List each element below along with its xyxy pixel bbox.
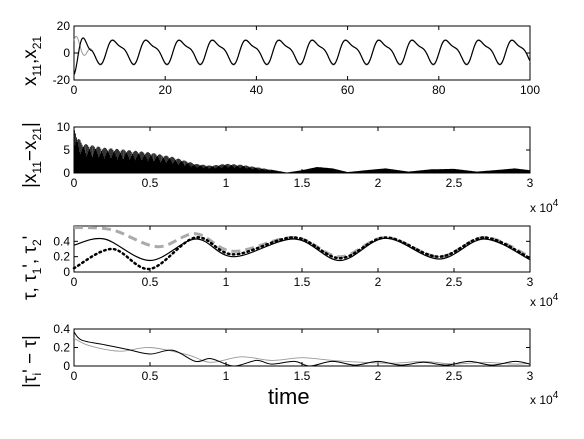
y-tick-label: 0.4 bbox=[53, 234, 70, 248]
x-tick-label: 0.5 bbox=[142, 176, 159, 190]
x-tick-label: 2 bbox=[375, 369, 382, 383]
x-tick-label: 80 bbox=[432, 83, 446, 97]
panel-3-x-multiplier: x 104 bbox=[530, 292, 559, 309]
series-abs-difference bbox=[73, 130, 531, 173]
panel-2-ylabel: |x11−x21| bbox=[20, 122, 44, 188]
x-tick-label: 1.5 bbox=[294, 275, 311, 289]
x-tick-label: 1.5 bbox=[294, 176, 311, 190]
series-tau2-dotted bbox=[72, 236, 532, 271]
x-tick-label: 0.5 bbox=[142, 369, 159, 383]
series-error-2 bbox=[73, 337, 531, 365]
x-tick-label: 3 bbox=[527, 176, 534, 190]
panel-tau-error: 0 0.5 1 1.5 2 2.5 300.20.4 |τi' − τ| time x 10… bbox=[20, 322, 559, 409]
x-tick-label: 0 bbox=[71, 275, 78, 289]
x-tick-label: 3 bbox=[527, 369, 534, 383]
x-axis-label-time: time bbox=[268, 384, 310, 409]
panel-3-ylabel: τ, τ1', τ2' bbox=[20, 236, 44, 300]
x-tick-label: 60 bbox=[341, 83, 355, 97]
y-tick-label: 10 bbox=[57, 120, 71, 134]
x-tick-label: 3 bbox=[527, 275, 534, 289]
series-x11-line bbox=[73, 37, 531, 75]
y-tick-label: 0 bbox=[63, 46, 70, 60]
x-tick-label: 2.5 bbox=[446, 176, 463, 190]
y-tick-label: 0 bbox=[63, 166, 70, 180]
x-tick-label: 1 bbox=[223, 369, 230, 383]
y-tick-label: 0 bbox=[63, 265, 70, 279]
x-tick-label: 40 bbox=[250, 83, 264, 97]
x-tick-label: 0.5 bbox=[142, 275, 159, 289]
panel-tau-estimates: 0 0.5 1 1.5 2 2.5 3 00.2 0.4 τ, τ1', τ2' x 104 bbox=[20, 225, 559, 309]
y-tick-label: 5 bbox=[63, 143, 70, 157]
y-tick-label: -20 bbox=[53, 73, 71, 87]
series-tau1-dashed bbox=[73, 226, 531, 259]
panel-2-x-multiplier: x 104 bbox=[530, 198, 559, 215]
panel-4-x-multiplier: x 104 bbox=[530, 390, 559, 407]
y-tick-label: 0.4 bbox=[53, 322, 70, 336]
y-tick-label: 20 bbox=[57, 19, 71, 33]
series-tau-solid bbox=[73, 237, 531, 262]
x-tick-label: 100 bbox=[520, 83, 540, 97]
x-tick-label: 0 bbox=[71, 176, 78, 190]
panel-1-ylabel: x11,x21 bbox=[20, 36, 44, 86]
panel-x-difference: 0 0.5 1 1.5 2 2.5 3 0 5 10 |x11−x21| x 104 bbox=[20, 120, 559, 215]
panel-4-ylabel: |τi' − τ| bbox=[20, 335, 44, 388]
y-tick-label: 0.2 bbox=[53, 250, 70, 264]
series-x21-line bbox=[73, 35, 531, 66]
panel-1-frame bbox=[73, 25, 531, 81]
y-tick-label: 0 bbox=[63, 359, 70, 373]
x-tick-label: 2.5 bbox=[446, 275, 463, 289]
x-tick-label: 2.5 bbox=[446, 369, 463, 383]
x-tick-label: 2 bbox=[375, 176, 382, 190]
x-tick-label: 1 bbox=[223, 275, 230, 289]
x-tick-label: 2 bbox=[375, 275, 382, 289]
series-error-1 bbox=[73, 331, 531, 367]
x-tick-label: 0 bbox=[71, 369, 78, 383]
x-tick-label: 0 bbox=[71, 83, 78, 97]
x-tick-label: 1.5 bbox=[294, 369, 311, 383]
x-tick-label: 1 bbox=[223, 176, 230, 190]
y-tick-label: 0.2 bbox=[53, 341, 70, 355]
x-tick-label: 20 bbox=[159, 83, 173, 97]
